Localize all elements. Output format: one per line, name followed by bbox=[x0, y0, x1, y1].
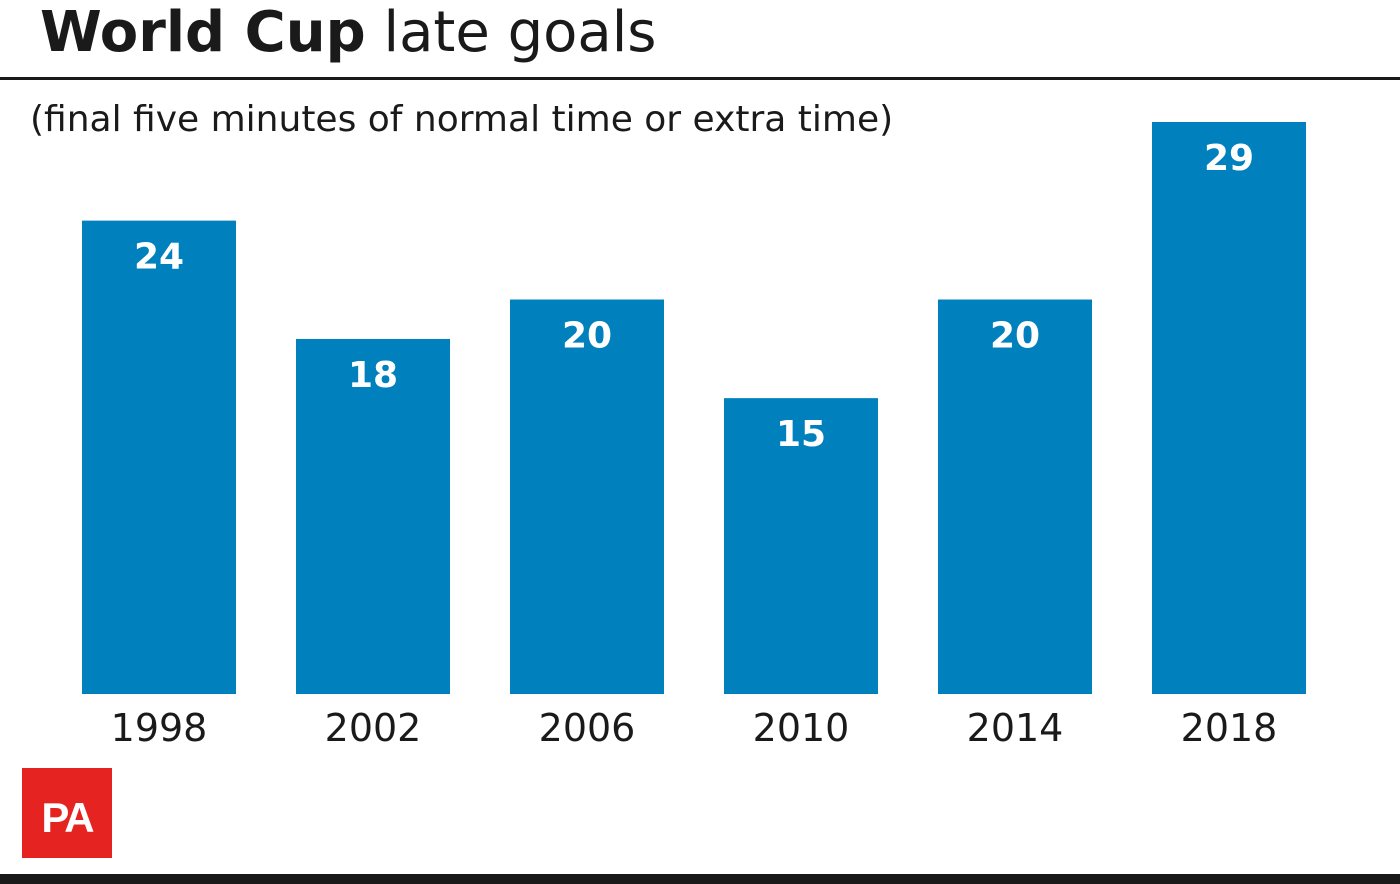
bar-2002 bbox=[296, 338, 450, 694]
bar-value-label-2014: 20 bbox=[990, 316, 1040, 357]
bar-2006 bbox=[510, 299, 664, 694]
x-tick-label-2010: 2010 bbox=[753, 706, 850, 750]
x-tick-label-2014: 2014 bbox=[967, 706, 1064, 750]
bar-2018 bbox=[1152, 122, 1306, 694]
pa-logo: PA bbox=[22, 768, 112, 858]
bottom-divider bbox=[0, 874, 1400, 884]
bar-2010 bbox=[724, 398, 878, 694]
x-tick-label-2018: 2018 bbox=[1181, 706, 1278, 750]
chart-subtitle: (final five minutes of normal time or ex… bbox=[30, 99, 894, 140]
bar-2014 bbox=[938, 299, 1092, 694]
chart-title-bold: World Cup bbox=[40, 0, 366, 65]
bar-1998 bbox=[82, 220, 236, 694]
bar-value-label-2018: 29 bbox=[1204, 138, 1254, 179]
chart-title: World Cup late goals bbox=[40, 0, 656, 78]
x-tick-label-2006: 2006 bbox=[539, 706, 636, 750]
pa-logo-text: PA bbox=[41, 794, 94, 841]
bar-value-label-2006: 20 bbox=[562, 316, 612, 357]
title-divider bbox=[0, 77, 1400, 80]
x-tick-label-1998: 1998 bbox=[111, 706, 208, 750]
bar-value-label-2002: 18 bbox=[348, 355, 398, 396]
chart-title-light: late goals bbox=[383, 0, 657, 65]
bar-value-label-2010: 15 bbox=[776, 414, 826, 455]
x-tick-label-2002: 2002 bbox=[325, 706, 422, 750]
bar-value-label-1998: 24 bbox=[134, 237, 184, 278]
